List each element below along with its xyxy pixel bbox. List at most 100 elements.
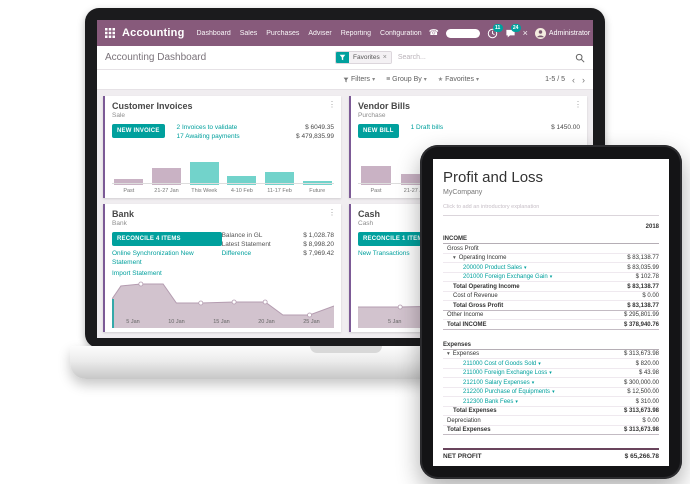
search-icon[interactable] bbox=[575, 53, 585, 63]
breadcrumb[interactable]: Accounting Dashboard bbox=[105, 52, 207, 63]
kpi-value: $ 1450.00 bbox=[551, 124, 580, 131]
user-menu[interactable]: Administrator bbox=[534, 27, 590, 39]
caret-down-icon[interactable]: ▾ bbox=[538, 360, 541, 367]
bank-area-chart: 5 Jan 10 Jan 15 Jan 20 Jan 25 Jan bbox=[112, 278, 334, 329]
filter-funnel-icon bbox=[336, 52, 349, 63]
reconcile-button[interactable]: RECONCILE 4 ITEMS bbox=[112, 232, 222, 246]
caret-down-icon[interactable]: ▾ bbox=[531, 379, 535, 386]
kpi-row: 2 Invoices to validate $ 6049.35 bbox=[177, 124, 334, 131]
caret-down-icon[interactable]: ▾ bbox=[549, 274, 553, 280]
kpi-list: 1 Draft bills $ 1450.00 bbox=[411, 124, 580, 131]
card-title[interactable]: Customer Invoices bbox=[112, 101, 193, 111]
account-link[interactable]: 211000 Cost of Goods Sold bbox=[463, 360, 537, 367]
report-company: MyCompany bbox=[443, 189, 483, 196]
kebab-menu-icon[interactable]: ⋮ bbox=[328, 208, 336, 217]
phone-icon[interactable]: ☎ bbox=[428, 28, 439, 37]
search-facet[interactable]: Favorites × bbox=[335, 51, 392, 64]
card-subtitle: Cash bbox=[358, 220, 374, 227]
report-column-header: 2018 bbox=[645, 224, 659, 230]
new-invoice-button[interactable]: NEW INVOICE bbox=[112, 124, 165, 138]
stat-row: Latest Statement $ 8,998.20 bbox=[221, 241, 334, 248]
caret-down-icon[interactable]: ▾ bbox=[549, 370, 552, 376]
groupby-button[interactable]: ≡ Group By ▾ bbox=[386, 76, 427, 83]
avatar bbox=[534, 27, 546, 39]
menu-configuration[interactable]: Configuration bbox=[380, 29, 422, 37]
bar: Past bbox=[358, 159, 394, 194]
menu-purchases[interactable]: Purchases bbox=[266, 29, 300, 37]
new-bill-button[interactable]: NEW BILL bbox=[358, 124, 399, 138]
apps-menu-icon[interactable] bbox=[105, 28, 115, 38]
filters-button[interactable]: Filters ▾ bbox=[343, 76, 375, 83]
bar: This Week bbox=[187, 159, 221, 194]
star-icon: ★ bbox=[437, 77, 444, 83]
kebab-menu-icon[interactable]: ⋮ bbox=[328, 100, 336, 109]
close-session-icon[interactable]: × bbox=[522, 27, 528, 38]
account-link[interactable]: 212200 Purchase of Equipments bbox=[463, 389, 551, 395]
account-link[interactable]: 211000 Foreign Exchange Loss bbox=[463, 370, 548, 376]
card-title[interactable]: Cash bbox=[358, 209, 381, 219]
card-title[interactable]: Bank bbox=[112, 209, 135, 219]
caret-down-icon[interactable]: ▾ bbox=[524, 264, 527, 271]
stat-row: Difference $ 7,969.42 bbox=[221, 250, 334, 257]
account-link[interactable]: 201000 Foreign Exchange Gain bbox=[463, 274, 548, 280]
import-statement-link[interactable]: Import Statement bbox=[112, 269, 162, 277]
new-transactions-link[interactable]: New Transactions bbox=[358, 250, 410, 257]
kpi-link[interactable]: 2 Invoices to validate bbox=[176, 124, 238, 131]
account-link[interactable]: 212300 Bank Fees bbox=[463, 398, 514, 405]
menu-reporting[interactable]: Reporting bbox=[340, 29, 372, 37]
facet-close-icon[interactable]: × bbox=[382, 54, 387, 61]
report-row: Total Operating Income $ 83,138.77 bbox=[443, 282, 659, 292]
caret-down-icon: ▾ bbox=[423, 77, 427, 83]
section-header: Expenses bbox=[443, 340, 659, 350]
timer-pill[interactable] bbox=[445, 28, 480, 38]
pager-next-icon[interactable]: › bbox=[582, 74, 585, 85]
menu-adviser[interactable]: Adviser bbox=[308, 29, 332, 37]
app-name[interactable]: Accounting bbox=[122, 27, 185, 39]
chart-x-labels: 5 Jan bbox=[388, 319, 402, 326]
card-title[interactable]: Vendor Bills bbox=[358, 101, 411, 111]
caret-down-icon[interactable]: ▾ bbox=[552, 389, 555, 395]
invoices-bar-chart: Past 21-27 Jan This Week 4-10 Feb 11-17 Feb F… bbox=[112, 159, 334, 194]
menu-sales[interactable]: Sales bbox=[239, 29, 258, 37]
menu-dashboard[interactable]: Dashboard bbox=[196, 29, 231, 37]
kebab-menu-icon[interactable]: ⋮ bbox=[574, 100, 582, 109]
cash-links: New Transactions bbox=[358, 250, 432, 259]
search-input[interactable]: Search... bbox=[397, 54, 426, 61]
laptop-notch bbox=[310, 346, 382, 353]
messages-badge: 24 bbox=[510, 23, 521, 32]
kpi-link[interactable]: 17 Awaiting payments bbox=[176, 133, 240, 140]
bar: Future bbox=[300, 159, 334, 194]
reconcile-button[interactable]: RECONCILE 1 ITEMS bbox=[358, 232, 432, 246]
kpi-link[interactable]: 1 Draft bills bbox=[410, 124, 444, 131]
card-subtitle: Sale bbox=[112, 112, 126, 119]
report-account-row: 200000 Product Sales ▾ $ 83,035.99 bbox=[443, 263, 659, 273]
report-account-row: 212300 Bank Fees ▾ $ 310.00 bbox=[443, 397, 659, 407]
search-options-row: Filters ▾ ≡ Group By ▾ ★ Favorites ▾ 1-5… bbox=[97, 70, 593, 90]
favorites-button[interactable]: ★ Favorites ▾ bbox=[437, 76, 479, 83]
difference-link[interactable]: Difference bbox=[221, 250, 252, 257]
report-account-row: 201000 Foreign Exchange Gain ▾ $ 102.78 bbox=[443, 273, 659, 282]
card-subtitle: Purchase bbox=[358, 112, 386, 119]
area-chart-svg bbox=[112, 281, 334, 329]
chart-x-labels: 5 Jan 10 Jan 15 Jan 20 Jan 25 Jan bbox=[126, 319, 320, 326]
stat-row: Balance in GL $ 1,028.78 bbox=[221, 232, 334, 239]
online-sync-link[interactable]: Online Synchronization New Statement bbox=[112, 250, 194, 266]
kpi-row: 1 Draft bills $ 1450.00 bbox=[411, 124, 580, 131]
account-link[interactable]: 200000 Product Sales bbox=[463, 264, 523, 271]
report-row: ▾ Operating Income $ 83,138.77 bbox=[443, 254, 659, 263]
bar: 4-10 Feb bbox=[225, 159, 259, 194]
report-intro-placeholder[interactable]: Click to add an introductory explanation bbox=[443, 204, 659, 216]
income-section: INCOME Gross Profit ▾ Operating Income $… bbox=[443, 234, 659, 330]
caret-down-icon[interactable]: ▾ bbox=[447, 351, 450, 357]
pager-prev-icon[interactable]: ‹ bbox=[572, 74, 575, 85]
search-bar[interactable]: Favorites × Search... bbox=[335, 51, 585, 64]
report-row: Other Income $ 295,801.99 bbox=[443, 311, 659, 320]
caret-down-icon[interactable]: ▾ bbox=[515, 398, 518, 405]
report-account-row: 211000 Cost of Goods Sold ▾ $ 820.00 bbox=[443, 359, 659, 369]
pager-range: 1-5 / 5 bbox=[545, 76, 565, 83]
caret-down-icon[interactable]: ▾ bbox=[453, 255, 456, 261]
account-link[interactable]: 212100 Salary Expenses bbox=[463, 379, 530, 386]
messages-icon[interactable]: 24 bbox=[505, 23, 521, 39]
activities-icon[interactable]: 11 bbox=[487, 23, 503, 39]
report-row: Gross Profit bbox=[443, 244, 659, 254]
